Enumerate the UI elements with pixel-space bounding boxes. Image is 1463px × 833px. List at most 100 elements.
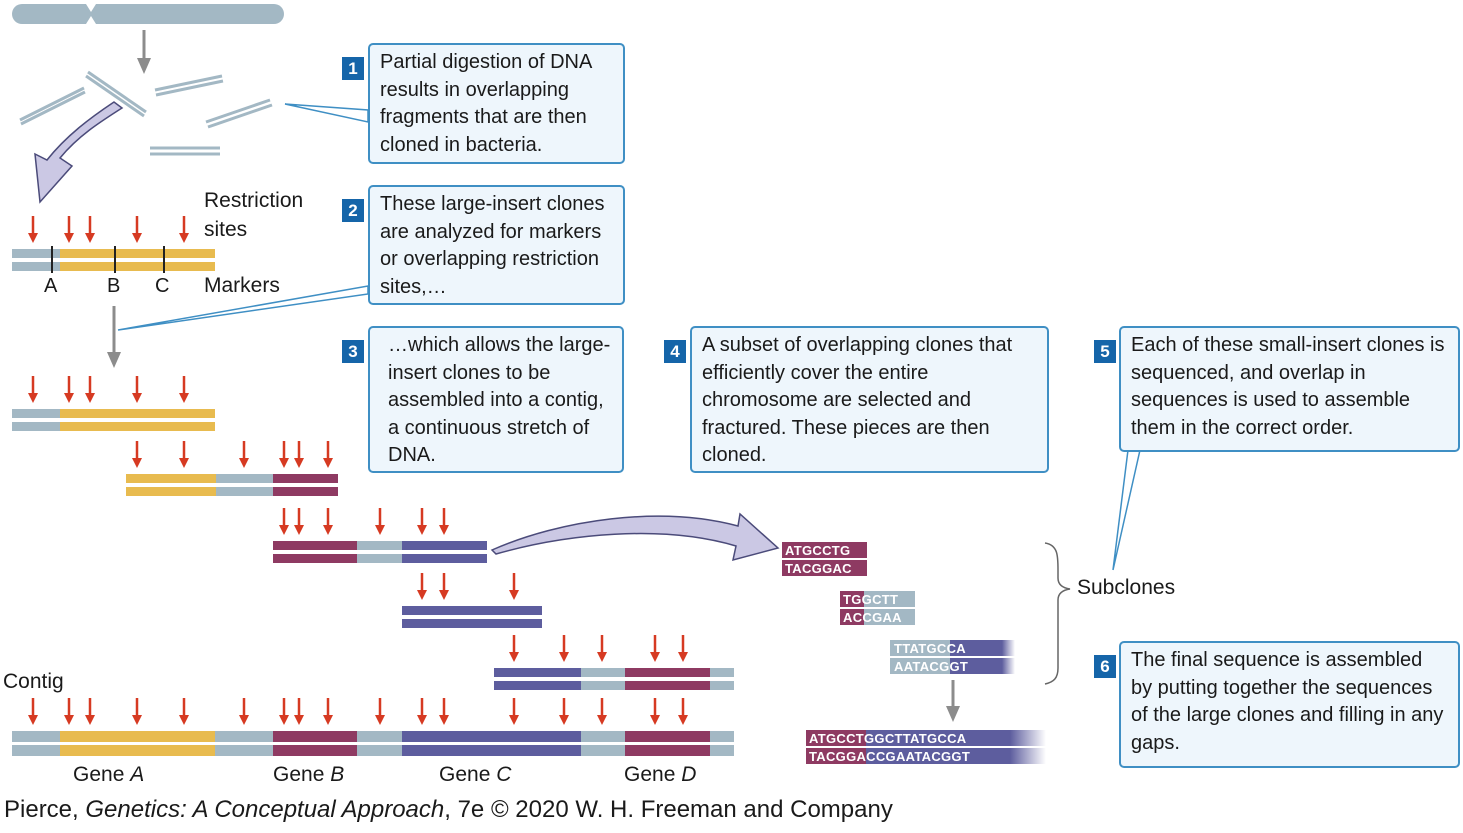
restriction-arrowhead xyxy=(375,715,385,725)
marker-b-label: B xyxy=(107,275,121,297)
marker-clone xyxy=(12,246,215,273)
restriction-arrowhead xyxy=(439,590,449,600)
subclone-2-top-seq-b: GCTT xyxy=(862,592,899,607)
step-4-box: A subset of overlapping clones that effi… xyxy=(690,326,1049,473)
restriction-arrowhead xyxy=(678,652,688,662)
final-top-seq-a: ATGCCTG xyxy=(809,731,874,746)
restriction-arrowhead xyxy=(64,715,74,725)
restriction-arrowhead xyxy=(650,715,660,725)
step-2-badge: 2 xyxy=(342,199,364,222)
step-3-text: …which allows the large-insert clones to… xyxy=(388,334,611,467)
subclone-1-top-seq: ATGCCTG xyxy=(785,543,850,558)
step-6-box: The final sequence is assembled by putti… xyxy=(1119,641,1460,768)
final-bottom-seq-a: TACGGAC xyxy=(809,749,876,764)
clone-2 xyxy=(126,474,338,496)
subclones-brace xyxy=(1044,542,1071,685)
restriction-sites-label: Restriction sites xyxy=(204,189,304,241)
step-3-box: …which allows the large-insert clones to… xyxy=(368,326,624,473)
restriction-arrowhead xyxy=(439,525,449,535)
restriction-arrowhead xyxy=(179,233,189,243)
marker-a-label: A xyxy=(44,275,58,297)
markers-label: Markers xyxy=(204,274,280,297)
down-arrow-assembly xyxy=(107,306,121,368)
chromosome xyxy=(12,4,284,24)
restriction-arrowhead xyxy=(64,393,74,403)
step-1-badge: 1 xyxy=(342,57,364,80)
step-5-text: Each of these small-insert clones is seq… xyxy=(1131,334,1445,439)
restriction-arrowhead xyxy=(294,525,304,535)
restriction-site-arrows-clones xyxy=(28,376,688,662)
restriction-arrowhead xyxy=(509,590,519,600)
restriction-arrowhead xyxy=(294,715,304,725)
subclone-3-bottom-seq: AATACGGT xyxy=(894,659,968,674)
restriction-arrowhead xyxy=(439,715,449,725)
step-4-badge: 4 xyxy=(664,340,686,363)
clone-1 xyxy=(12,409,215,431)
restriction-arrowhead xyxy=(597,652,607,662)
restriction-arrowhead xyxy=(279,458,289,468)
svg-text:TGGCTT: TGGCTT xyxy=(843,592,898,607)
step-5-box: Each of these small-insert clones is seq… xyxy=(1119,326,1460,452)
clone-3 xyxy=(273,541,487,563)
restriction-arrowhead xyxy=(239,715,249,725)
subclone-1: ATGCCTG TACGGAC xyxy=(782,542,867,576)
restriction-arrowhead xyxy=(417,525,427,535)
restriction-arrowhead xyxy=(132,458,142,468)
subclone-1-bottom-seq: TACGGAC xyxy=(785,561,852,576)
subclone-2: TGGCTT ACCGAA xyxy=(840,591,915,625)
restriction-arrowhead xyxy=(179,393,189,403)
subclone-3: TTATGCCA AATACGGT xyxy=(890,640,1015,674)
restriction-arrowhead xyxy=(132,715,142,725)
curved-arrow-left xyxy=(34,101,124,204)
restriction-arrowhead xyxy=(559,652,569,662)
restriction-arrowhead xyxy=(85,393,95,403)
gene-b-label: Gene B xyxy=(273,763,345,786)
restriction-arrowhead xyxy=(650,652,660,662)
restriction-arrowhead xyxy=(417,715,427,725)
restriction-arrowhead xyxy=(28,715,38,725)
step-3-badge: 3 xyxy=(342,340,364,363)
restriction-arrowhead xyxy=(64,233,74,243)
step-5-badge: 5 xyxy=(1094,340,1116,363)
curved-arrow-right xyxy=(490,512,780,562)
clone-5 xyxy=(494,668,734,690)
restriction-arrowhead xyxy=(28,233,38,243)
restriction-arrowhead xyxy=(323,715,333,725)
step-1-text: Partial digestion of DNA results in over… xyxy=(380,51,592,156)
restriction-arrowhead xyxy=(597,715,607,725)
step-1-box: Partial digestion of DNA results in over… xyxy=(368,43,625,164)
contig-label: Contig xyxy=(3,670,64,693)
step-2-text: These large-insert clones are analyzed f… xyxy=(380,193,605,298)
restriction-arrowhead xyxy=(279,525,289,535)
credit-line: Pierce, Genetics: A Conceptual Approach,… xyxy=(4,796,893,823)
restriction-arrowhead xyxy=(28,393,38,403)
restriction-arrowhead xyxy=(678,715,688,725)
gene-d-label: Gene D xyxy=(624,763,697,786)
final-bottom-seq-b: CGAATACGGT xyxy=(876,749,970,764)
subclone-2-bottom-seq-b: CGAA xyxy=(862,610,902,625)
subclone-3-top-seq: TTATGCCA xyxy=(894,641,966,656)
restriction-arrowhead xyxy=(375,525,385,535)
restriction-arrowhead xyxy=(85,233,95,243)
marker-c-label: C xyxy=(155,275,170,297)
final-sequence: ATGCCTGGCTTATGCCA TACGGACCGAATACGGT xyxy=(806,730,1046,764)
restriction-arrowhead xyxy=(132,233,142,243)
restriction-arrowhead xyxy=(559,715,569,725)
contig-bar xyxy=(12,731,734,756)
svg-text:ACCGAA: ACCGAA xyxy=(843,610,902,625)
down-arrow-chromosome xyxy=(137,30,151,74)
svg-text:TACGGACCGAATACGGT: TACGGACCGAATACGGT xyxy=(809,749,970,764)
restriction-arrowhead xyxy=(417,590,427,600)
restriction-arrowhead xyxy=(323,525,333,535)
step-6-text: The final sequence is assembled by putti… xyxy=(1131,649,1444,754)
gene-a-label: Gene A xyxy=(73,763,145,786)
restriction-arrowhead xyxy=(509,652,519,662)
restriction-arrowhead xyxy=(239,458,249,468)
step-6-badge: 6 xyxy=(1094,655,1116,678)
subclones-label: Subclones xyxy=(1077,576,1176,599)
subclone-2-top-seq-a: TG xyxy=(843,592,862,607)
restriction-arrowhead xyxy=(179,458,189,468)
restriction-arrowhead xyxy=(294,458,304,468)
restriction-arrowhead xyxy=(132,393,142,403)
